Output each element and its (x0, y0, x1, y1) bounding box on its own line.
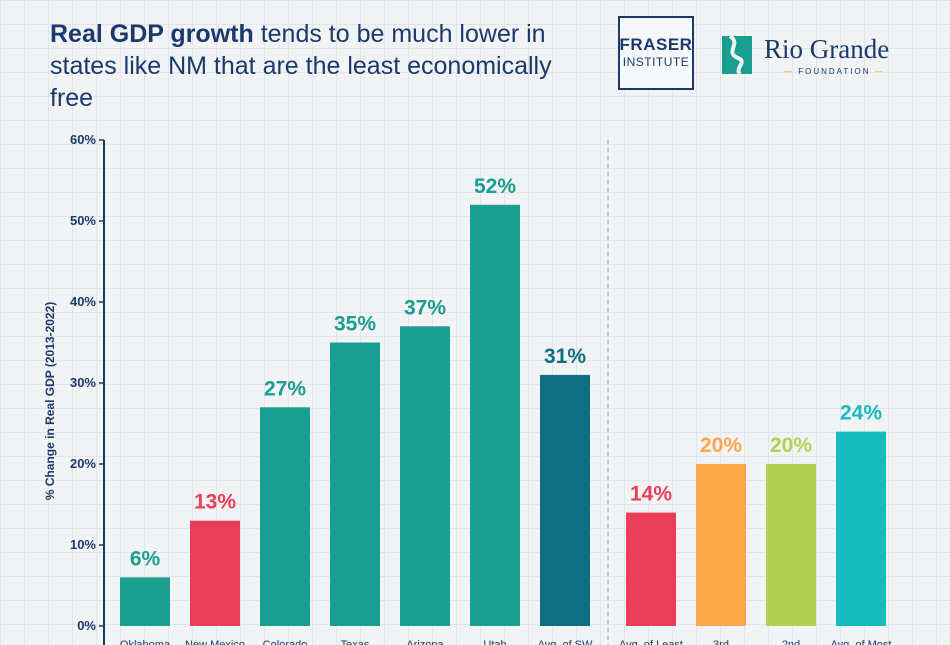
rio-grande-logo-name: Rio Grande (764, 34, 890, 64)
x-tick-label: Arizona (406, 639, 444, 645)
data-label: 20% (700, 434, 742, 457)
x-tick-label: Colorado (263, 639, 308, 645)
y-tick-label: 50% (70, 213, 96, 228)
data-label: 31% (544, 345, 586, 368)
data-label: 24% (840, 402, 882, 425)
bar (540, 374, 590, 626)
fraser-logo-line1: FRASER (619, 35, 693, 54)
data-label: 13% (194, 491, 236, 514)
y-tick-label: 30% (70, 375, 96, 390)
x-tick-label: Oklahoma (120, 639, 171, 645)
bar (626, 512, 676, 626)
x-tick-label: Avg. of Most (831, 639, 892, 645)
y-tick-label: 40% (70, 294, 96, 309)
rio-grande-logo-sub: — FOUNDATION — (784, 67, 885, 76)
y-tick-label: 10% (70, 537, 96, 552)
bar (120, 577, 170, 626)
fraser-institute-logo: FRASER INSTITUTE (618, 16, 694, 90)
x-tick-label: Texas (341, 639, 370, 645)
y-tick-label: 60% (70, 132, 96, 147)
bar (330, 342, 380, 626)
rio-grande-logo-sub-text: FOUNDATION (798, 67, 871, 76)
bar (836, 431, 886, 626)
rio-grande-emblem-icon (722, 34, 752, 76)
data-label: 35% (334, 313, 376, 336)
bar (766, 464, 816, 626)
bar (696, 464, 746, 626)
data-label: 6% (130, 547, 161, 570)
x-tick-label: 3rd (713, 639, 729, 645)
x-tick-label: New Mexico (185, 639, 245, 645)
y-tick-label: 0% (77, 618, 96, 633)
x-tick-label: Utah (483, 639, 506, 645)
x-tick-label: Avg. of SW (538, 639, 593, 645)
bar (470, 204, 520, 627)
bar (260, 407, 310, 626)
data-label: 20% (770, 434, 812, 457)
chart-title-rest: tends to be much lower in states like NM… (50, 20, 552, 112)
chart-title-bold: Real GDP growth (50, 20, 254, 48)
data-label: 14% (630, 483, 672, 506)
data-label: 27% (264, 377, 306, 400)
x-tick-label: 2nd (782, 639, 800, 645)
data-label: 37% (404, 296, 446, 319)
y-tick-label: 20% (70, 456, 96, 471)
y-axis-title: % Change in Real GDP (2013-2022) (43, 302, 57, 501)
rio-grande-foundation-logo: Rio Grande — FOUNDATION — (720, 32, 910, 82)
x-tick-label: Avg. of Least (619, 639, 683, 645)
bar (190, 520, 240, 626)
chart-title: Real GDP growth tends to be much lower i… (50, 18, 570, 114)
fraser-logo-line2: INSTITUTE (622, 55, 690, 69)
bar (400, 326, 450, 626)
data-label: 52% (474, 175, 516, 198)
